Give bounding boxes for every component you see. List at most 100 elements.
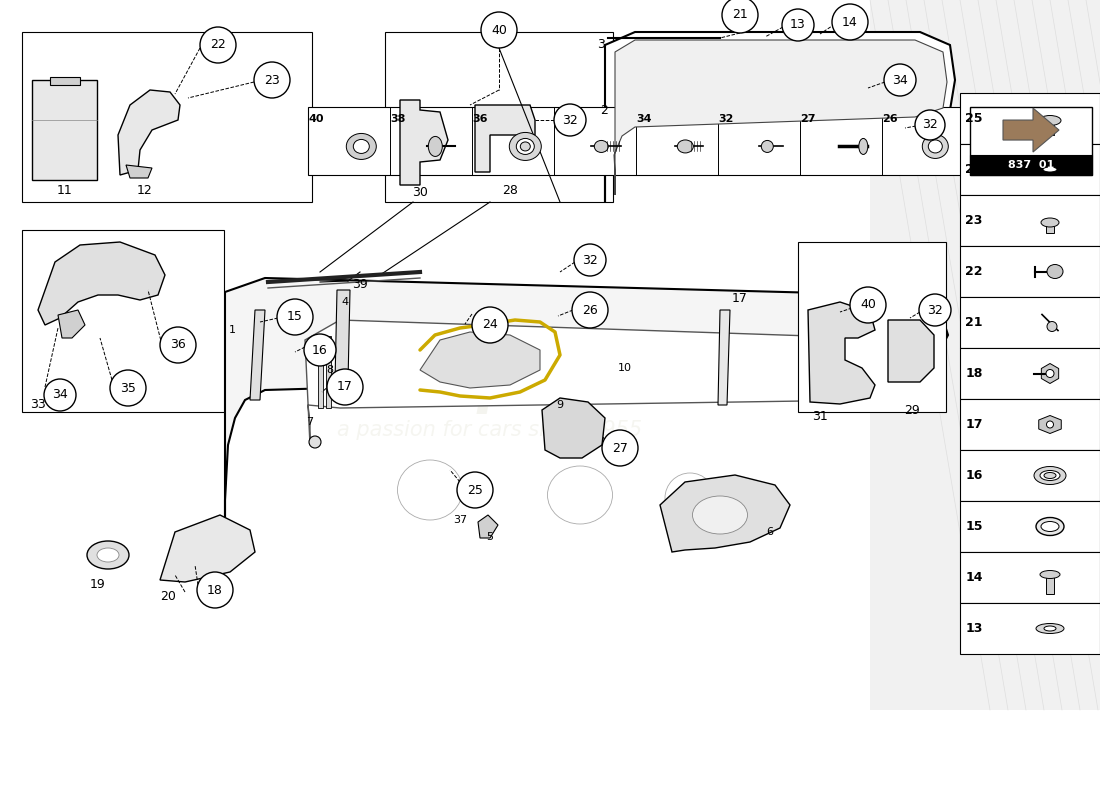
Bar xyxy=(970,155,1092,175)
Polygon shape xyxy=(336,290,350,382)
Polygon shape xyxy=(58,310,85,338)
Polygon shape xyxy=(250,310,265,400)
Ellipse shape xyxy=(353,139,370,154)
Polygon shape xyxy=(226,278,948,555)
Circle shape xyxy=(481,12,517,48)
Circle shape xyxy=(602,430,638,466)
Circle shape xyxy=(44,379,76,411)
Polygon shape xyxy=(870,0,1100,710)
Text: 14: 14 xyxy=(966,571,982,584)
Polygon shape xyxy=(605,32,955,202)
Circle shape xyxy=(327,369,363,405)
Text: 35: 35 xyxy=(554,114,570,124)
Ellipse shape xyxy=(1044,473,1056,478)
Ellipse shape xyxy=(1047,322,1057,331)
Text: 34: 34 xyxy=(892,74,907,86)
Text: 13: 13 xyxy=(790,18,806,31)
Ellipse shape xyxy=(87,541,129,569)
Text: 9: 9 xyxy=(557,400,563,410)
Bar xyxy=(22,32,312,202)
Text: 36: 36 xyxy=(170,338,186,351)
Bar xyxy=(960,399,1100,450)
Ellipse shape xyxy=(1034,466,1066,485)
Ellipse shape xyxy=(594,141,608,153)
Ellipse shape xyxy=(346,134,376,159)
Text: 19: 19 xyxy=(90,578,106,591)
Circle shape xyxy=(722,0,758,33)
Text: 34: 34 xyxy=(636,114,651,124)
Polygon shape xyxy=(118,90,180,175)
Ellipse shape xyxy=(1040,470,1060,481)
Text: 15: 15 xyxy=(966,520,982,533)
Text: 35: 35 xyxy=(120,382,136,394)
Circle shape xyxy=(572,292,608,328)
Text: 16: 16 xyxy=(312,343,328,357)
Text: 23: 23 xyxy=(264,74,279,86)
Text: a passion for cars since 1955: a passion for cars since 1955 xyxy=(338,420,642,440)
Bar xyxy=(1046,222,1054,233)
Ellipse shape xyxy=(1040,570,1060,578)
Ellipse shape xyxy=(1040,115,1062,126)
Text: 39: 39 xyxy=(352,278,367,291)
Ellipse shape xyxy=(516,138,535,154)
Circle shape xyxy=(254,62,290,98)
Polygon shape xyxy=(126,165,152,178)
Bar xyxy=(960,348,1100,399)
Text: 38: 38 xyxy=(390,114,406,124)
Text: 23: 23 xyxy=(966,214,982,227)
Bar xyxy=(32,80,97,180)
Polygon shape xyxy=(718,310,730,405)
Text: 37: 37 xyxy=(453,515,468,525)
Text: 27: 27 xyxy=(801,114,816,124)
Polygon shape xyxy=(478,515,498,538)
Text: 24: 24 xyxy=(482,318,498,331)
Text: 40: 40 xyxy=(860,298,876,311)
Circle shape xyxy=(456,472,493,508)
Bar xyxy=(960,246,1100,297)
Bar xyxy=(960,552,1100,603)
Ellipse shape xyxy=(309,436,321,448)
Text: 28: 28 xyxy=(502,183,518,197)
Bar xyxy=(385,32,613,202)
Polygon shape xyxy=(808,302,874,404)
Circle shape xyxy=(918,294,952,326)
Text: 18: 18 xyxy=(207,583,223,597)
Text: 21: 21 xyxy=(733,9,748,22)
Text: 26: 26 xyxy=(882,114,898,124)
Text: 27: 27 xyxy=(612,442,628,454)
Circle shape xyxy=(200,27,236,63)
Text: 25: 25 xyxy=(966,112,982,125)
Bar xyxy=(318,336,323,408)
Circle shape xyxy=(160,327,196,363)
Text: 17: 17 xyxy=(966,418,982,431)
Text: 8: 8 xyxy=(327,365,333,375)
Ellipse shape xyxy=(397,460,462,520)
Circle shape xyxy=(574,244,606,276)
Text: 40: 40 xyxy=(491,23,507,37)
Ellipse shape xyxy=(1046,421,1054,428)
Bar xyxy=(798,242,946,412)
Ellipse shape xyxy=(1041,522,1059,531)
Ellipse shape xyxy=(1046,370,1054,378)
Ellipse shape xyxy=(97,548,119,562)
Bar xyxy=(50,77,80,85)
Text: 21: 21 xyxy=(966,316,982,329)
Ellipse shape xyxy=(1036,623,1064,634)
Polygon shape xyxy=(39,242,165,325)
Polygon shape xyxy=(420,332,540,388)
Text: 837  01: 837 01 xyxy=(1008,160,1054,170)
Ellipse shape xyxy=(1043,167,1057,172)
Text: 5: 5 xyxy=(486,532,494,542)
Circle shape xyxy=(304,334,336,366)
Ellipse shape xyxy=(520,142,530,151)
Bar xyxy=(960,195,1100,246)
Text: 2: 2 xyxy=(601,103,608,117)
Text: 6: 6 xyxy=(767,527,773,537)
Text: 24: 24 xyxy=(966,163,982,176)
Text: 1: 1 xyxy=(229,325,235,335)
Text: 13: 13 xyxy=(966,622,982,635)
Circle shape xyxy=(110,370,146,406)
Bar xyxy=(960,450,1100,501)
Ellipse shape xyxy=(678,140,693,153)
Bar xyxy=(326,336,331,408)
